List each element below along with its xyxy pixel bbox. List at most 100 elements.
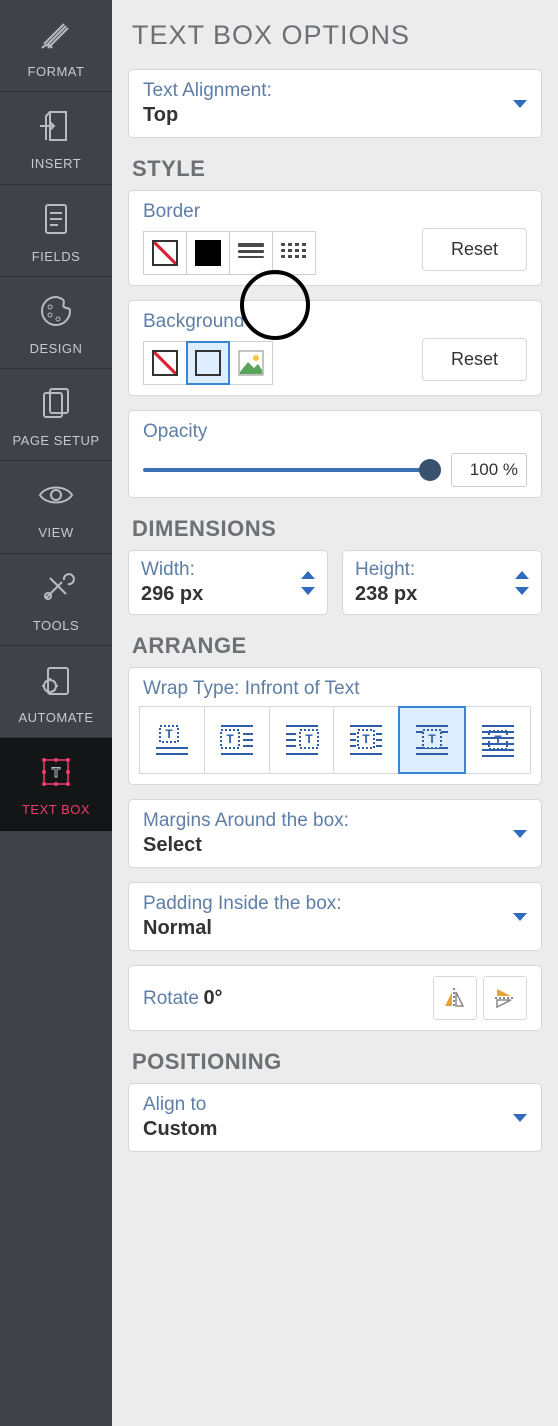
wrap-type-card: Wrap Type: Infront of Text T T T T T T (128, 667, 542, 785)
panel-title: TEXT BOX OPTIONS (132, 20, 542, 51)
svg-text:T: T (165, 727, 173, 741)
flip-horizontal-button[interactable] (433, 976, 477, 1020)
background-style-group (143, 341, 273, 385)
chevron-up-icon[interactable] (515, 571, 529, 579)
svg-text:T: T (363, 732, 371, 746)
wrap-inline-button[interactable]: T (139, 706, 205, 774)
gear-doc-icon (36, 660, 76, 705)
wrap-type-label: Wrap Type: Infront of Text (139, 678, 360, 699)
sidebar-item-label: AUTOMATE (18, 711, 93, 725)
eye-icon (36, 475, 76, 520)
text-box-icon: T (36, 752, 76, 797)
chevron-down-icon[interactable] (301, 587, 315, 595)
border-dashed-swatch[interactable] (272, 231, 316, 275)
options-panel: TEXT BOX OPTIONS Text Alignment: Top STY… (112, 0, 558, 1426)
height-label: Height: (355, 559, 417, 581)
sidebar-item-insert[interactable]: INSERT (0, 92, 112, 184)
section-title-positioning: POSITIONING (132, 1049, 542, 1075)
height-value: 238 px (355, 583, 417, 606)
opacity-value-input[interactable]: 100 % (451, 453, 527, 487)
sidebar-item-label: TOOLS (33, 619, 79, 633)
align-to-value: Custom (143, 1118, 217, 1141)
sidebar-item-label: TEXT BOX (22, 803, 90, 817)
margins-select[interactable]: Margins Around the box: Select (128, 799, 542, 868)
sidebar-item-view[interactable]: VIEW (0, 461, 112, 553)
svg-text:T: T (305, 732, 313, 746)
tools-icon (36, 568, 76, 613)
width-value: 296 px (141, 583, 203, 606)
background-image-swatch[interactable] (229, 341, 273, 385)
sidebar-item-fields[interactable]: FIELDS (0, 185, 112, 277)
opacity-card: Opacity 100 % (128, 410, 542, 498)
height-stepper[interactable]: Height: 238 px (342, 550, 542, 615)
padding-label: Padding Inside the box: (143, 893, 342, 915)
sidebar-item-label: INSERT (31, 157, 81, 171)
margins-value: Select (143, 834, 349, 857)
chevron-down-icon (513, 913, 527, 921)
sidebar-item-tools[interactable]: TOOLS (0, 554, 112, 646)
palette-icon (36, 291, 76, 336)
border-reset-button[interactable]: Reset (422, 228, 527, 271)
section-title-style: STYLE (132, 156, 542, 182)
wrap-tight-button[interactable]: T (333, 706, 399, 774)
sidebar-item-automate[interactable]: AUTOMATE (0, 646, 112, 738)
sidebar-item-label: VIEW (38, 526, 73, 540)
pages-icon (36, 383, 76, 428)
chevron-down-icon[interactable] (515, 587, 529, 595)
opacity-slider[interactable] (143, 468, 439, 472)
wrap-behind-button[interactable]: T (465, 706, 531, 774)
padding-select[interactable]: Padding Inside the box: Normal (128, 882, 542, 951)
chevron-up-icon[interactable] (301, 571, 315, 579)
chevron-down-icon (513, 100, 527, 108)
sidebar-item-label: FORMAT (28, 65, 85, 79)
svg-text:T: T (52, 764, 61, 780)
opacity-label: Opacity (143, 421, 207, 442)
wrap-square-right-button[interactable]: T (269, 706, 335, 774)
border-style-group (143, 231, 316, 275)
insert-icon (36, 106, 76, 151)
align-to-select[interactable]: Align to Custom (128, 1083, 542, 1152)
margins-label: Margins Around the box: (143, 810, 349, 832)
rotate-value: 0° (203, 987, 222, 1009)
background-color-swatch[interactable] (186, 341, 230, 385)
background-card: Background Reset (128, 300, 542, 396)
sidebar-item-design[interactable]: DESIGN (0, 277, 112, 369)
sidebar-item-label: DESIGN (30, 342, 83, 356)
slider-thumb[interactable] (419, 459, 441, 481)
border-weight-swatch[interactable] (229, 231, 273, 275)
border-solid-swatch[interactable] (186, 231, 230, 275)
chevron-down-icon (513, 1114, 527, 1122)
brush-icon (36, 14, 76, 59)
text-alignment-select[interactable]: Text Alignment: Top (128, 69, 542, 138)
svg-text:T: T (429, 732, 437, 746)
width-label: Width: (141, 559, 203, 581)
border-label: Border (143, 201, 200, 222)
sidebar-item-text-box[interactable]: T TEXT BOX (0, 738, 112, 830)
background-none-swatch[interactable] (143, 341, 187, 385)
sidebar-item-format[interactable]: FORMAT (0, 0, 112, 92)
text-alignment-label: Text Alignment: (143, 80, 272, 102)
rotate-label: Rotate (143, 988, 199, 1009)
background-reset-button[interactable]: Reset (422, 338, 527, 381)
sidebar-item-label: PAGE SETUP (12, 434, 99, 448)
svg-text:T: T (494, 733, 502, 747)
border-none-swatch[interactable] (143, 231, 187, 275)
sidebar-item-label: FIELDS (32, 250, 81, 264)
padding-value: Normal (143, 917, 342, 940)
flip-vertical-button[interactable] (483, 976, 527, 1020)
wrap-type-group: T T T T T T (139, 706, 531, 774)
chevron-down-icon (513, 830, 527, 838)
align-to-label: Align to (143, 1094, 217, 1116)
fields-icon (36, 199, 76, 244)
border-card: Border Reset (128, 190, 542, 286)
sidebar-item-page-setup[interactable]: PAGE SETUP (0, 369, 112, 461)
wrap-infront-button[interactable]: T (398, 706, 466, 774)
sidebar: FORMAT INSERT FIELDS DESIGN PAGE SETUP V… (0, 0, 112, 1426)
wrap-square-left-button[interactable]: T (204, 706, 270, 774)
width-stepper[interactable]: Width: 296 px (128, 550, 328, 615)
section-title-arrange: ARRANGE (132, 633, 542, 659)
text-alignment-value: Top (143, 104, 272, 127)
background-label: Background (143, 311, 244, 332)
rotate-card: Rotate 0° (128, 965, 542, 1031)
svg-text:T: T (226, 732, 234, 746)
